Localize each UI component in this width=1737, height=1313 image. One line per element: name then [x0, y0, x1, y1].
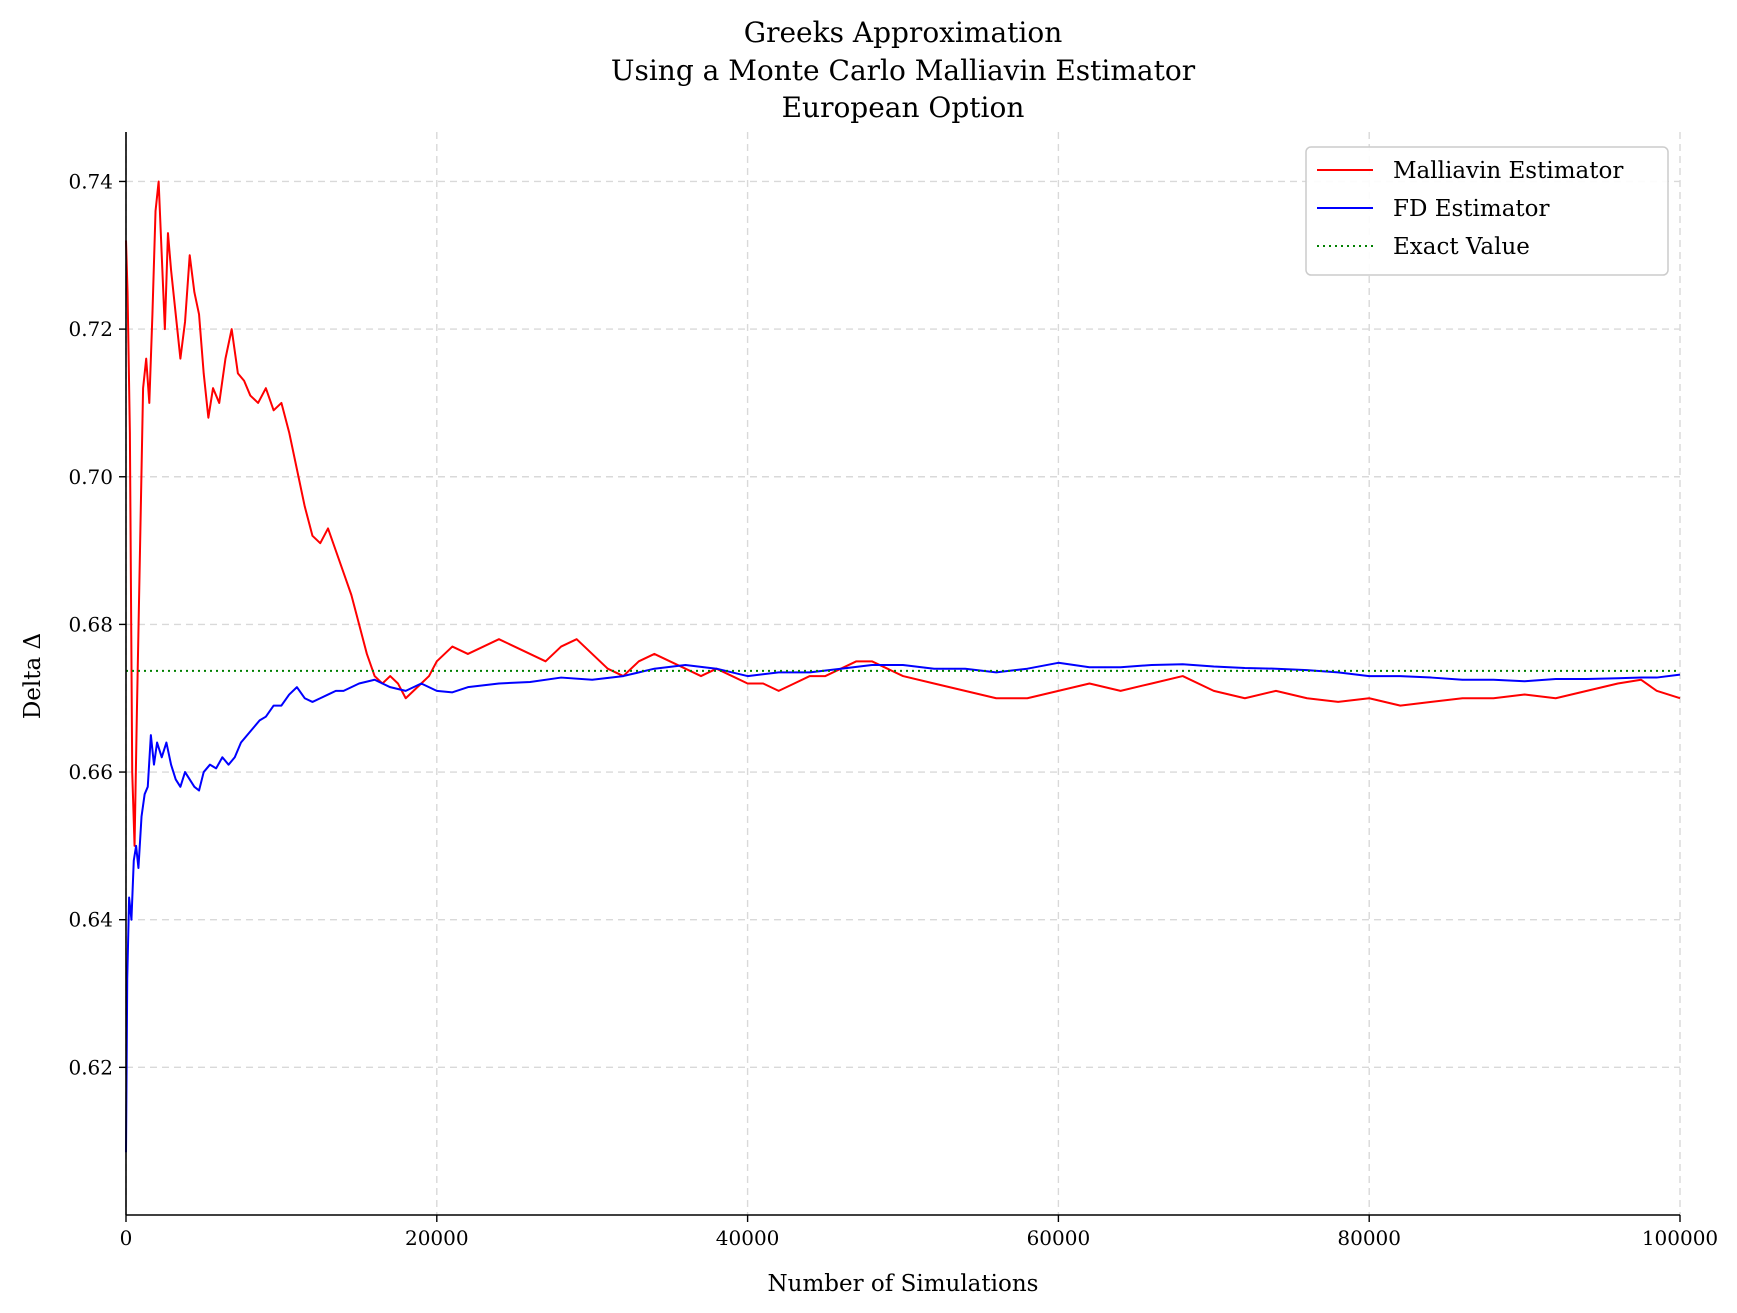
x-tick-label: 0	[120, 1226, 133, 1250]
y-tick-label: 0.70	[68, 465, 113, 489]
legend-label: Malliavin Estimator	[1393, 158, 1623, 184]
x-tick-label: 80000	[1337, 1226, 1401, 1250]
x-tick-label: 20000	[405, 1226, 469, 1250]
series-lines	[125, 180, 1681, 1153]
x-tick-label: 100000	[1642, 1226, 1718, 1250]
x-tick-label: 40000	[716, 1226, 780, 1250]
y-tick-label: 0.68	[68, 612, 113, 636]
chart-title: Greeks Approximation Using a Monte Carlo…	[611, 16, 1196, 124]
x-axis-label: Number of Simulations	[768, 1271, 1039, 1297]
grid-lines	[125, 132, 1681, 1215]
legend-box	[1305, 146, 1669, 276]
legend: Malliavin Estimator FD Estimator Exact Val…	[1305, 146, 1669, 276]
y-tick-label: 0.74	[68, 169, 113, 193]
fd-estimator-line	[125, 661, 1681, 1153]
malliavin-estimator-line	[125, 180, 1681, 847]
y-axis-label: Delta Δ	[20, 633, 46, 719]
title-line-2: Using a Monte Carlo Malliavin Estimator	[611, 54, 1196, 87]
y-tick-label: 0.64	[68, 908, 113, 932]
title-line-3: European Option	[782, 91, 1025, 124]
y-tick-label: 0.66	[68, 760, 113, 784]
title-line-1: Greeks Approximation	[744, 16, 1063, 49]
y-tick-label: 0.72	[68, 317, 113, 341]
y-tick-label: 0.62	[68, 1055, 113, 1079]
x-tick-label: 60000	[1027, 1226, 1091, 1250]
axes: 0 20000 40000 60000 80000 100000 0.62 0.64 0.66 0…	[68, 132, 1718, 1250]
legend-label: FD Estimator	[1393, 196, 1550, 222]
legend-label: Exact Value	[1393, 234, 1530, 260]
